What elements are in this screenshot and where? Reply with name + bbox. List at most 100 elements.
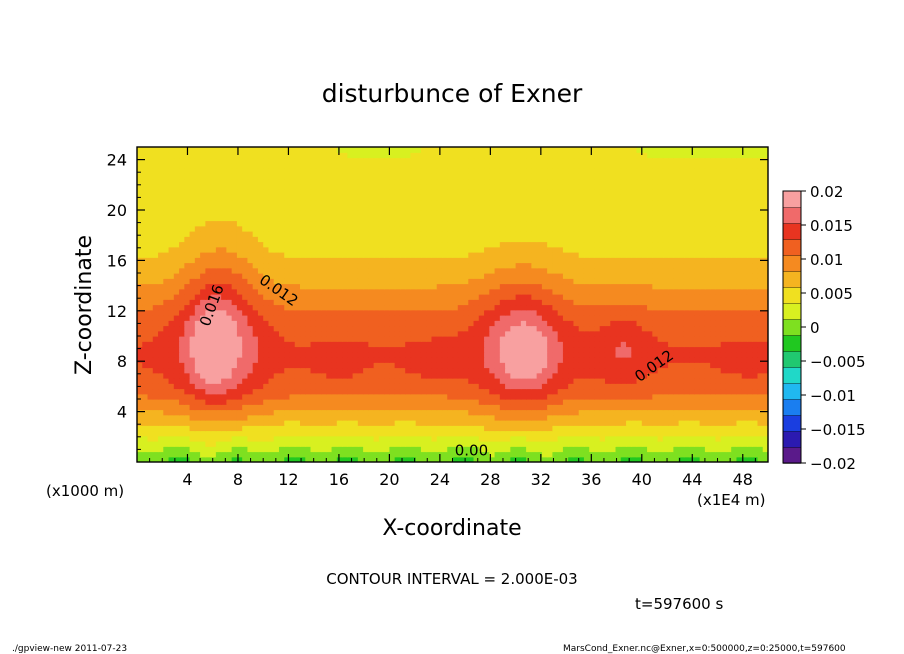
field-cell bbox=[436, 372, 443, 379]
field-cell bbox=[305, 336, 312, 342]
field-cell bbox=[331, 346, 338, 353]
field-cell bbox=[163, 309, 170, 316]
field-cell bbox=[704, 456, 711, 462]
field-cell bbox=[599, 393, 606, 400]
field-cell bbox=[184, 409, 191, 416]
field-cell bbox=[620, 446, 627, 453]
field-cell bbox=[363, 399, 369, 405]
field-cell bbox=[452, 288, 459, 295]
field-cell bbox=[505, 246, 511, 253]
field-cell bbox=[363, 388, 369, 395]
field-cell bbox=[636, 299, 643, 306]
field-cell bbox=[468, 299, 475, 306]
field-cell bbox=[189, 399, 196, 405]
field-cell bbox=[210, 315, 217, 321]
field-cell bbox=[163, 446, 170, 453]
field-cell bbox=[699, 425, 706, 432]
field-cell bbox=[515, 435, 522, 442]
field-cell bbox=[147, 294, 154, 300]
field-cell bbox=[457, 278, 464, 285]
field-cell bbox=[515, 341, 522, 348]
field-cell bbox=[189, 320, 196, 327]
field-cell bbox=[336, 346, 343, 353]
field-cell bbox=[615, 451, 622, 458]
field-cell bbox=[568, 451, 575, 458]
field-cell bbox=[300, 288, 306, 295]
field-cell bbox=[673, 278, 680, 285]
field-cell bbox=[363, 362, 369, 369]
field-cell bbox=[704, 299, 711, 306]
field-cell bbox=[552, 309, 559, 316]
field-cell bbox=[636, 346, 643, 353]
field-cell bbox=[715, 378, 722, 384]
field-cell bbox=[368, 446, 375, 453]
field-cell bbox=[173, 341, 180, 348]
field-cell bbox=[694, 304, 701, 311]
field-cell bbox=[489, 299, 496, 306]
field-cell bbox=[447, 451, 454, 458]
field-cell bbox=[205, 367, 212, 374]
field-cell bbox=[226, 330, 233, 337]
field-cell bbox=[231, 456, 238, 462]
field-cell bbox=[236, 262, 243, 269]
field-cell bbox=[499, 420, 506, 426]
field-cell bbox=[762, 404, 768, 411]
field-cell bbox=[736, 351, 743, 358]
field-cell bbox=[242, 325, 249, 332]
field-cell bbox=[363, 451, 369, 458]
field-cell bbox=[273, 451, 280, 458]
field-cell bbox=[678, 351, 685, 358]
field-cell bbox=[347, 278, 354, 285]
field-cell bbox=[226, 346, 233, 353]
field-cell bbox=[647, 430, 653, 437]
field-cell bbox=[326, 262, 333, 269]
field-cell bbox=[620, 304, 627, 311]
field-cell bbox=[194, 267, 201, 274]
field-cell bbox=[331, 409, 338, 416]
field-cell bbox=[357, 241, 364, 248]
field-cell bbox=[447, 388, 454, 395]
field-cell bbox=[215, 336, 222, 342]
field-cell bbox=[484, 267, 490, 274]
field-cell bbox=[252, 372, 259, 379]
field-cell bbox=[652, 330, 659, 337]
field-cell bbox=[305, 262, 312, 269]
field-cell bbox=[573, 446, 580, 453]
field-cell bbox=[562, 315, 569, 321]
field-cell bbox=[704, 430, 711, 437]
field-cell bbox=[268, 362, 275, 369]
field-cell bbox=[389, 409, 396, 416]
field-cell bbox=[520, 357, 527, 363]
field-cell bbox=[378, 425, 385, 432]
field-cell bbox=[704, 451, 711, 458]
field-cell bbox=[594, 325, 601, 332]
field-cell bbox=[284, 341, 291, 348]
field-cell bbox=[420, 262, 427, 269]
field-cell bbox=[604, 315, 611, 321]
field-cell bbox=[615, 404, 622, 411]
field-cell bbox=[363, 441, 369, 447]
field-cell bbox=[631, 315, 638, 321]
field-cell bbox=[300, 299, 306, 306]
field-cell bbox=[363, 262, 369, 269]
field-cell bbox=[762, 388, 768, 395]
field-cell bbox=[568, 357, 575, 363]
field-cell bbox=[194, 341, 201, 348]
field-cell bbox=[547, 425, 554, 432]
field-cell bbox=[620, 278, 627, 285]
field-cell bbox=[757, 399, 764, 405]
field-cell bbox=[499, 325, 506, 332]
field-cell bbox=[289, 315, 296, 321]
field-cell bbox=[473, 341, 480, 348]
field-cell bbox=[547, 273, 554, 279]
field-cell bbox=[436, 409, 443, 416]
field-cell bbox=[636, 336, 643, 342]
field-cell bbox=[626, 320, 632, 327]
field-cell bbox=[757, 246, 764, 253]
field-cell bbox=[420, 409, 427, 416]
field-cell bbox=[720, 246, 727, 253]
field-cell bbox=[578, 420, 585, 426]
field-cell bbox=[531, 441, 538, 447]
field-cell bbox=[310, 309, 317, 316]
field-cell bbox=[720, 383, 727, 390]
